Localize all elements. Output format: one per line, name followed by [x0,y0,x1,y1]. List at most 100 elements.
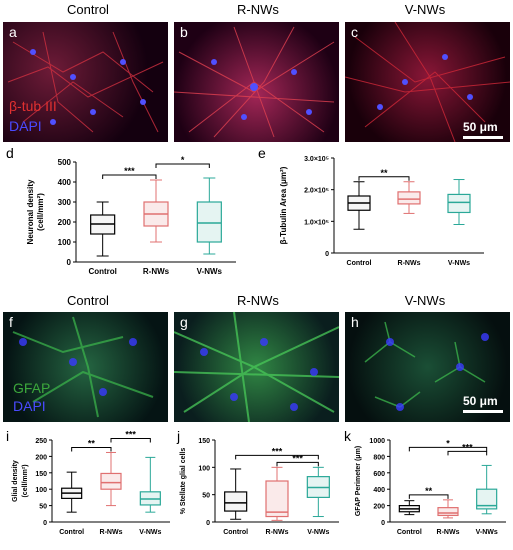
panel-letter-i: i [6,428,10,444]
micrograph-g: g [174,312,339,422]
panel-letter-c: c [351,24,358,40]
box-iqr [476,488,498,510]
significance-bracket [408,446,488,452]
box-r-nws [143,179,169,243]
panel-letter-e: e [258,145,266,161]
x-tick-label: R-NWs [100,529,123,536]
significance-label: ** [425,486,433,496]
significance-label: *** [125,429,136,439]
y-axis-label: GFAP Perimeter (μm) [355,446,362,516]
y-axis-label-line: β-Tubulin Area (μm²) [279,166,288,244]
panel-letter-a: a [9,24,17,40]
significance-bracket [71,446,112,452]
box-iqr [397,191,421,205]
box-iqr [265,480,289,518]
x-tick-label: Control [223,529,248,536]
column-title-rnws-bottom: R-NWs [237,293,279,308]
box-r-nws [397,181,421,214]
chart-j: 0 50 100 150 % Stellate glial cells Control R-… [180,438,339,536]
panel-letter-k: k [344,428,351,444]
y-axis-label: Glial density (cell/mm²) [12,460,29,502]
y-axis-label-line: (cell/mm²) [22,464,29,497]
y-axis-label-line: Neuronal density [26,179,35,244]
box-control [347,181,371,230]
panel-letter-f: f [9,314,13,330]
panel-letter-d: d [6,145,14,161]
y-tick-label: 400 [58,178,72,187]
column-title-rnws-top: R-NWs [237,2,279,17]
box-v-nws [476,464,498,515]
significance-bracket [358,176,410,181]
significance-bracket [155,163,210,168]
box-v-nws [139,456,161,513]
y-tick-label: 100 [58,238,72,247]
box-iqr [196,201,222,243]
x-tick-label: R-NWs [398,260,421,267]
micrograph-b: b [174,22,339,142]
box-control [61,471,83,513]
significance-label: *** [292,453,303,463]
box-r-nws [100,451,122,507]
y-tick-label: 0 [381,520,385,527]
x-tick-label: V-NWs [307,529,329,536]
x-tick-label: V-NWs [448,260,470,267]
y-tick-label: 150 [198,438,210,445]
x-tick-label: V-NWs [476,529,498,536]
box-v-nws [196,177,222,255]
y-tick-label: 100 [198,465,210,472]
y-tick-label: 0 [67,258,72,267]
column-title-control-bottom: Control [67,293,109,308]
y-tick-label: 50 [39,504,47,511]
column-title-vnws-bottom: V-NWs [404,293,446,308]
x-tick-label: R-NWs [143,267,170,276]
box-control [90,201,116,257]
x-tick-label: V-NWs [197,267,223,276]
x-tick-label: Control [397,529,422,536]
y-tick-label: 0 [43,520,47,527]
micrograph-h: h 50 μm [345,312,510,422]
micrograph-b-texture [174,26,335,138]
stain-label-dapi-bottom: DAPI [13,398,46,414]
y-tick-label: 300 [58,198,72,207]
y-axis-label: β-Tubulin Area (μm²) [279,166,288,244]
significance-bracket [447,450,488,456]
box-iqr [224,491,248,512]
significance-bracket [408,494,449,499]
scale-bar-top [463,136,503,139]
box-v-nws [447,179,471,225]
significance-label: ** [380,168,388,178]
x-tick-label: Control [347,260,372,267]
scale-bar-bottom [463,410,503,413]
y-tick-label: 3.0×10⁵ [304,156,329,163]
panel-letter-h: h [351,314,359,330]
significance-bracket [276,461,319,467]
chart-i: 0 50 100 150 200 250 Glial density (cell/mm²) Co… [12,429,170,536]
micrograph-a: a β-tub III DAPI [3,22,168,142]
stain-label-gfap: GFAP [13,380,51,396]
micrograph-c-texture [345,22,510,142]
y-tick-label: 200 [373,504,385,511]
y-tick-label: 1000 [369,438,385,445]
y-tick-label: 800 [373,454,385,461]
micrograph-g-texture [174,312,339,422]
y-tick-label: 150 [35,471,47,478]
significance-label: *** [272,446,283,456]
x-tick-label: R-NWs [266,529,289,536]
y-tick-label: 200 [58,218,72,227]
significance-bracket [235,454,319,460]
y-tick-label: 600 [373,471,385,478]
micrograph-f: f GFAP DAPI [3,312,168,422]
y-tick-label: 2.0×10⁵ [304,188,329,195]
y-axis-label-line: (cell/mm²) [36,193,45,231]
micrograph-c: c 50 μm [345,22,510,142]
x-tick-label: Control [88,267,116,276]
scale-bar-label-bottom: 50 μm [463,394,498,408]
y-tick-label: 0 [325,251,329,258]
x-tick-label: V-NWs [139,529,161,536]
y-axis-label-line: GFAP Perimeter (μm) [355,446,362,516]
panel-letter-j: j [177,428,181,444]
x-tick-label: Control [59,529,84,536]
box-control [224,468,248,520]
box-iqr [100,472,122,490]
y-axis-label-line: Glial density [12,460,19,502]
